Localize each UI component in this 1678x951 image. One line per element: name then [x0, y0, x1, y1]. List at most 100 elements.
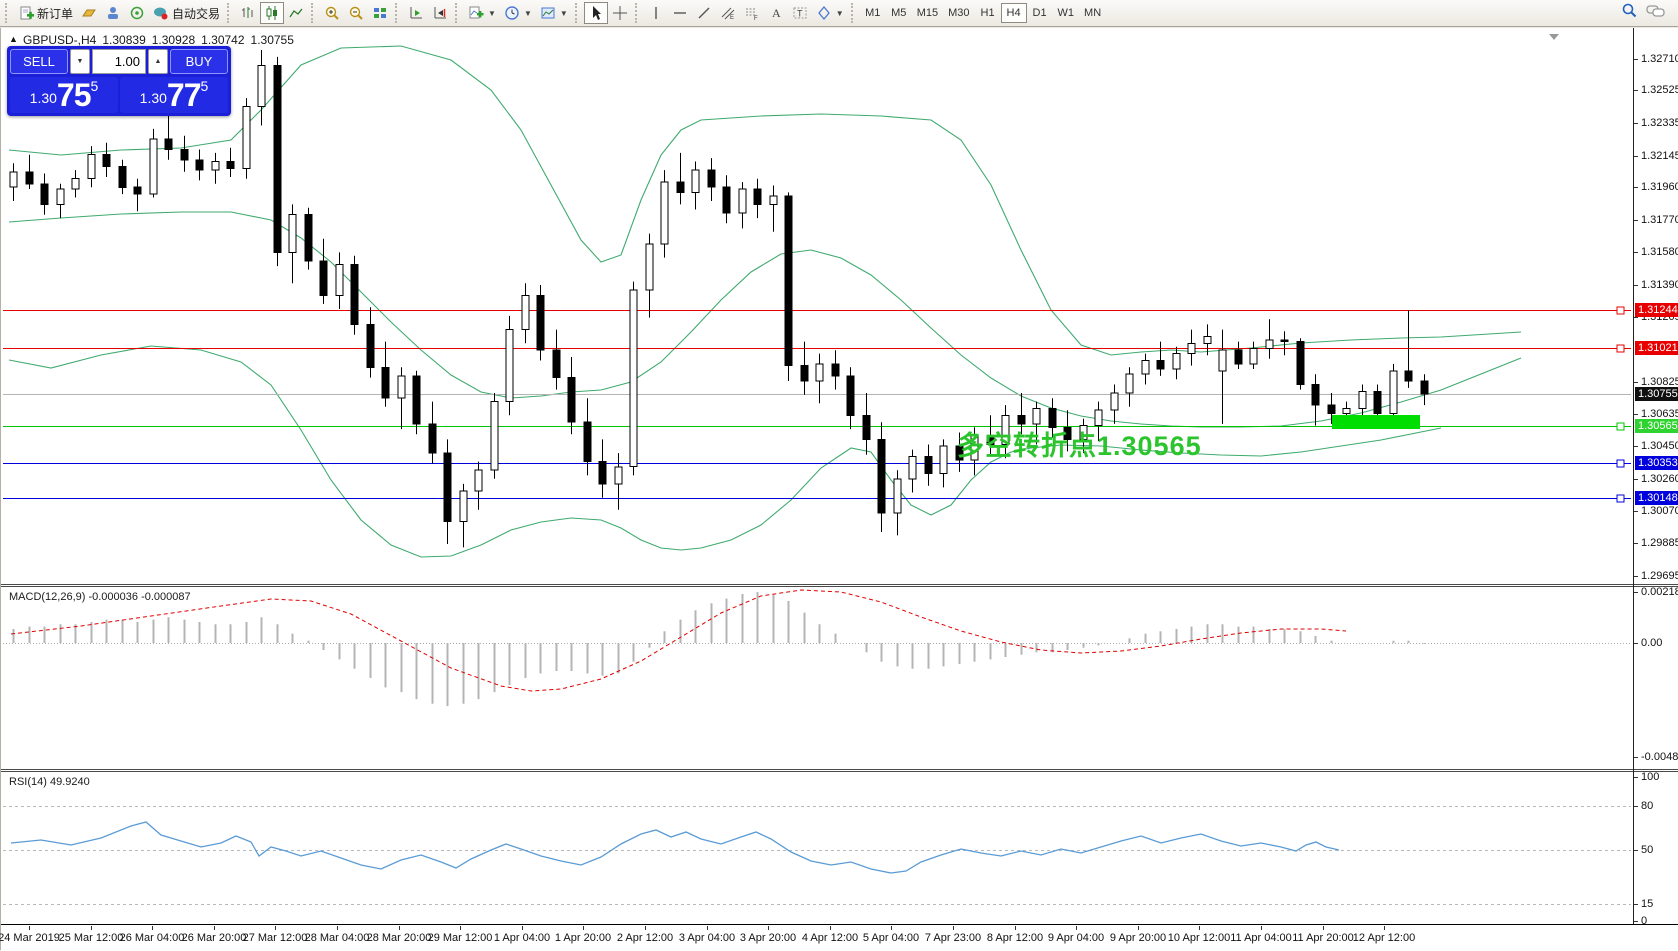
timeframe-MN[interactable]: MN — [1079, 3, 1106, 23]
indicators-button[interactable]: ▼ — [464, 2, 500, 24]
signals-button[interactable] — [125, 2, 149, 24]
trade-panel-collapse-icon[interactable]: ▲ — [9, 34, 18, 44]
macd-panel[interactable] — [1, 587, 1633, 769]
tile-windows-button[interactable] — [368, 2, 392, 24]
panel-splitter[interactable] — [1, 584, 1678, 587]
toolbar-grip[interactable] — [227, 3, 233, 23]
cursor-tool-button[interactable] — [583, 2, 608, 24]
periods-button[interactable]: ▼ — [500, 2, 536, 24]
timeframe-M30[interactable]: M30 — [943, 3, 974, 23]
candle-body — [1249, 348, 1258, 365]
hline-handle[interactable] — [1616, 306, 1625, 315]
time-tick-mark — [1323, 926, 1324, 930]
macd-scale-tick — [1634, 592, 1638, 593]
text-tool-button[interactable]: A — [764, 2, 788, 24]
zoom-out-button[interactable] — [344, 2, 368, 24]
trendline-tool-button[interactable] — [692, 2, 716, 24]
candle-body — [1172, 353, 1181, 370]
candlestick-chart-type-button[interactable] — [260, 2, 285, 24]
timeframe-H1[interactable]: H1 — [975, 3, 1001, 23]
sell-price[interactable]: 1.30 75 5 — [10, 77, 118, 113]
candle-body — [536, 294, 545, 351]
timeframe-M1[interactable]: M1 — [860, 3, 886, 23]
line-chart-type-button[interactable] — [284, 2, 308, 24]
rsi-indicator-label: RSI(14) 49.9240 — [9, 776, 90, 788]
auto-scroll-button[interactable] — [404, 2, 428, 24]
market-watch-button[interactable] — [77, 2, 101, 24]
timeframe-D1[interactable]: D1 — [1027, 3, 1053, 23]
time-tick-label: 9 Apr 20:00 — [1109, 932, 1167, 944]
gold-bar-icon — [81, 5, 97, 21]
candle-body — [862, 414, 871, 440]
chart-shift-button[interactable] — [428, 2, 452, 24]
toolbar-grip[interactable] — [5, 3, 11, 23]
price-tick-mark — [1634, 220, 1638, 221]
chart-title: GBPUSD-,H4 1.30839 1.30928 1.30742 1.30755 — [23, 33, 300, 47]
toolbar-grip[interactable] — [634, 3, 641, 23]
time-tick-mark — [953, 926, 954, 930]
hline-handle[interactable] — [1616, 422, 1625, 431]
time-tick-label: 3 Apr 20:00 — [739, 932, 797, 944]
candle-body — [25, 171, 34, 185]
timeframe-H4[interactable]: H4 — [1000, 3, 1027, 23]
time-tick-label: 2 Apr 12:00 — [616, 932, 674, 944]
ohlc-open: 1.30839 — [102, 33, 146, 47]
templates-button[interactable]: ▼ — [536, 2, 572, 24]
zoom-in-button[interactable] — [320, 2, 344, 24]
time-tick-label: 10 Apr 12:00 — [1167, 932, 1231, 944]
timeframe-group: M1 M5 M15 M30 H1 H4 D1 W1 MN — [860, 3, 1106, 23]
rsi-panel[interactable] — [1, 772, 1633, 924]
price-chart-panel[interactable] — [1, 28, 1633, 584]
panel-splitter[interactable] — [1, 769, 1678, 772]
toolbar-grip[interactable] — [455, 3, 461, 23]
price-tick-mark — [1634, 59, 1638, 60]
ohlc-high: 1.30928 — [151, 33, 196, 47]
time-tick-label: 3 Apr 04:00 — [678, 932, 736, 944]
chart-shift-icon — [432, 5, 448, 21]
price-tick-label: 1.30450 — [1641, 440, 1678, 452]
timeframe-M5[interactable]: M5 — [886, 3, 912, 23]
candle-body — [784, 195, 793, 367]
sell-button[interactable]: SELL — [10, 49, 68, 74]
volume-input[interactable]: 1.00 — [92, 49, 146, 74]
hline-handle[interactable] — [1616, 459, 1625, 468]
new-order-button[interactable]: 新订单 — [14, 2, 77, 24]
volume-down-button[interactable]: ▼ — [70, 49, 90, 74]
vertical-line-tool-button[interactable] — [644, 2, 668, 24]
fibonacci-tool-button[interactable]: F — [740, 2, 764, 24]
volume-up-button[interactable]: ▲ — [148, 49, 168, 74]
toolbar-grip[interactable] — [574, 3, 581, 23]
candle-body — [908, 456, 917, 480]
candle-body — [567, 377, 576, 423]
candle-body — [133, 186, 142, 195]
hline-handle[interactable] — [1616, 344, 1625, 353]
price-tick-label: 1.31390 — [1641, 279, 1678, 291]
autotrade-button[interactable]: 自动交易 — [149, 2, 224, 24]
candle-body — [118, 166, 127, 188]
bar-chart-type-button[interactable] — [236, 2, 260, 24]
buy-button[interactable]: BUY — [170, 49, 228, 74]
price-tick-mark — [1634, 187, 1638, 188]
toolbar-grip[interactable] — [850, 3, 857, 23]
profile-button[interactable] — [101, 2, 125, 24]
hline-handle[interactable] — [1616, 494, 1625, 503]
toolbar-grip[interactable] — [311, 3, 317, 23]
text-label-tool-button[interactable]: T — [788, 2, 812, 24]
highlight-zone[interactable] — [1332, 415, 1420, 429]
buy-price[interactable]: 1.30 77 5 — [120, 77, 228, 113]
time-axis[interactable]: 24 Mar 2019 25 Mar 12:00 26 Mar 04:00 26 Ma… — [0, 924, 1678, 951]
timeframe-M15[interactable]: M15 — [912, 3, 943, 23]
arrows-tool-button[interactable]: ▼ — [812, 2, 848, 24]
rsi-scale-tick — [1634, 850, 1638, 851]
search-icon[interactable] — [1621, 2, 1638, 24]
channel-tool-button[interactable]: E — [716, 2, 740, 24]
horizontal-line-tool-button[interactable] — [668, 2, 692, 24]
svg-text:A: A — [772, 6, 781, 20]
timeframe-W1[interactable]: W1 — [1053, 3, 1080, 23]
chat-icon[interactable] — [1646, 3, 1666, 24]
toolbar-grip[interactable] — [395, 3, 401, 23]
price-tick-mark — [1634, 414, 1638, 415]
chart-window[interactable]: ▲ GBPUSD-,H4 1.30839 1.30928 1.30742 1.30755… — [0, 28, 1678, 951]
candle-body — [1141, 360, 1150, 375]
crosshair-tool-button[interactable] — [608, 2, 632, 24]
